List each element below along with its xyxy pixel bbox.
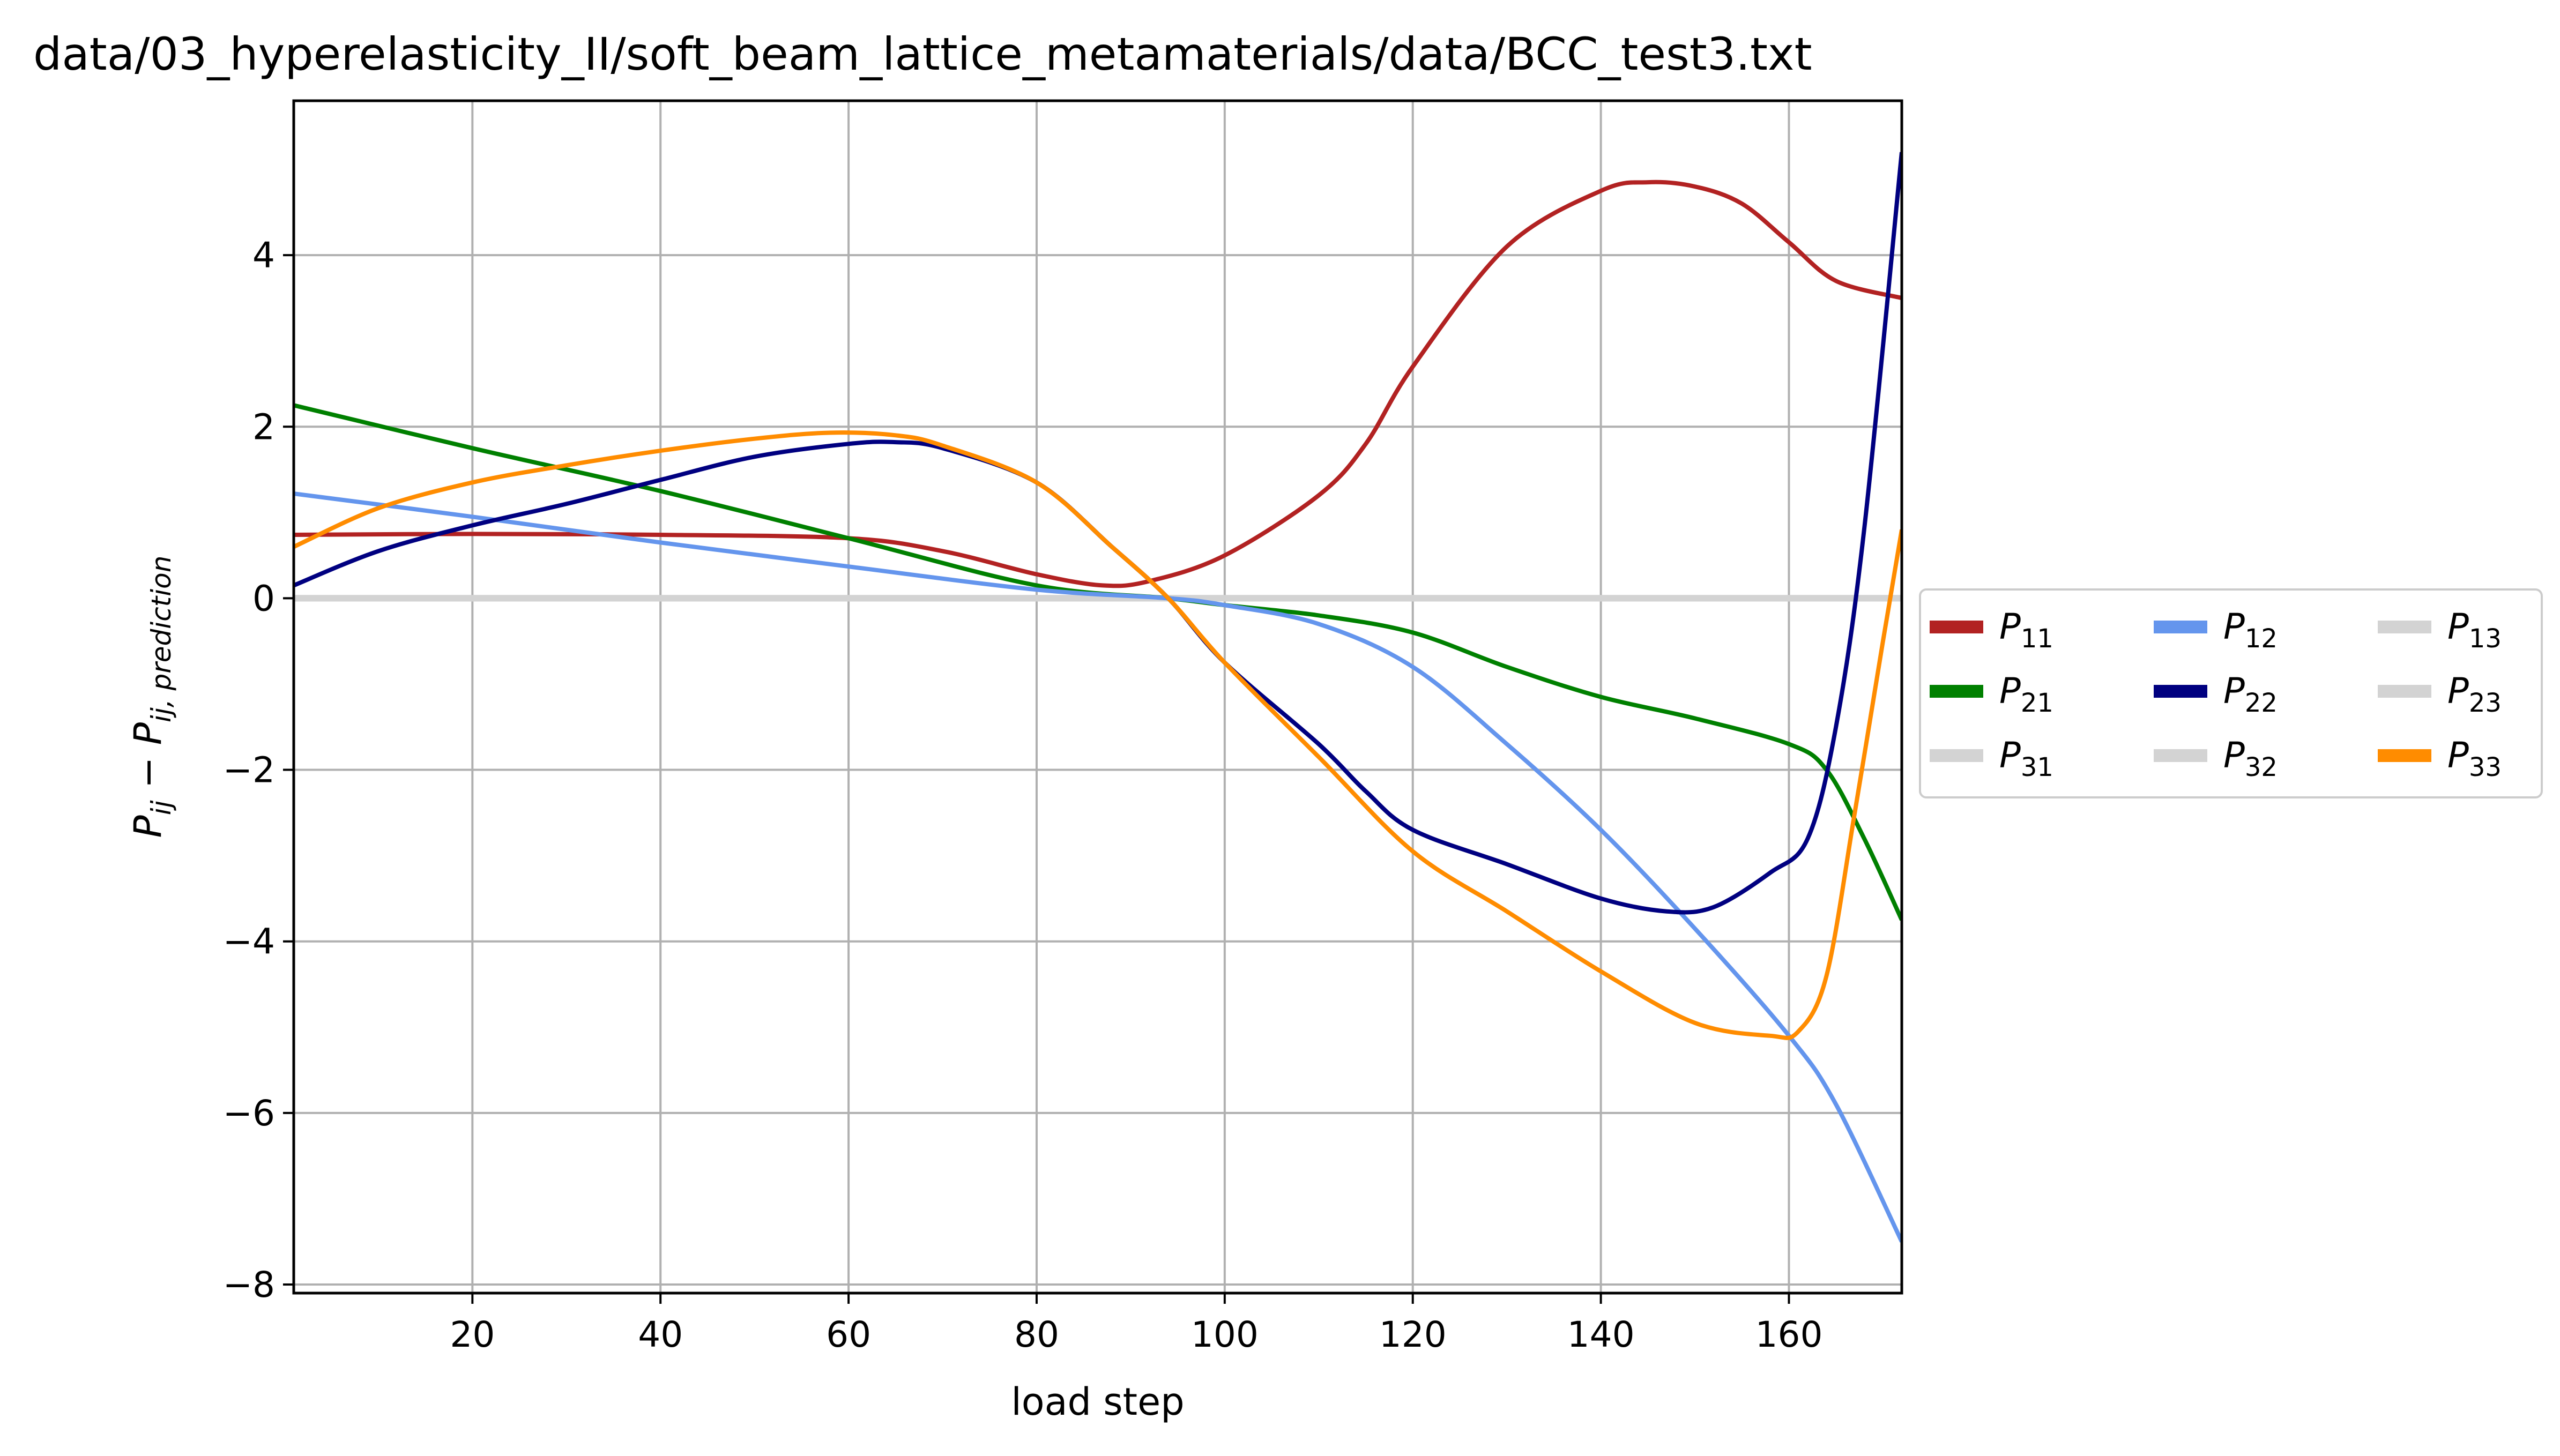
y-label-sub1: ij bbox=[146, 800, 177, 815]
series-line-p33 bbox=[294, 430, 1902, 1040]
y-tick-label: −8 bbox=[223, 1264, 275, 1305]
legend-label-p31: P31 bbox=[1999, 735, 2053, 782]
plot-series bbox=[294, 152, 1902, 1243]
y-tick-label: −4 bbox=[223, 921, 275, 962]
legend: P11 P21 P31 P12 P22 P32 P13 P23 P33 bbox=[1919, 588, 2543, 798]
y-label-minus: − bbox=[126, 745, 170, 800]
series-line-p22 bbox=[294, 152, 1902, 915]
y-tick-label: −2 bbox=[223, 750, 275, 791]
legend-label-p13: P13 bbox=[2447, 606, 2502, 654]
series-line-p12 bbox=[294, 491, 1902, 1243]
chart-title: data/03_hyperelasticity_II/soft_beam_lat… bbox=[33, 28, 1812, 80]
y-label-sub2: ij, prediction bbox=[146, 556, 177, 723]
y-label-p2: P bbox=[126, 722, 170, 745]
plot-area-frame bbox=[292, 99, 1903, 1295]
x-tick-label: 40 bbox=[638, 1314, 683, 1355]
legend-label-p11: P11 bbox=[1999, 606, 2053, 654]
x-tick-label: 120 bbox=[1379, 1314, 1447, 1355]
legend-label-p12: P12 bbox=[2223, 606, 2278, 654]
x-tick-label: 100 bbox=[1191, 1314, 1259, 1355]
legend-label-p21: P21 bbox=[1999, 670, 2053, 718]
x-tick-label: 80 bbox=[1014, 1314, 1059, 1355]
x-tick-label: 60 bbox=[826, 1314, 871, 1355]
y-tick-label: −6 bbox=[223, 1093, 275, 1134]
legend-label-p32: P32 bbox=[2223, 735, 2278, 782]
x-tick-label: 20 bbox=[450, 1314, 495, 1355]
y-axis-label: Pij − Pij, prediction bbox=[126, 556, 177, 838]
x-axis-label: load step bbox=[1011, 1380, 1184, 1424]
y-label-p1: P bbox=[126, 815, 170, 838]
y-tick-label: 0 bbox=[252, 578, 275, 619]
legend-label-p33: P33 bbox=[2447, 735, 2502, 782]
y-tick-label: 2 bbox=[252, 406, 275, 447]
x-tick-label: 140 bbox=[1567, 1314, 1635, 1355]
legend-frame bbox=[1919, 588, 2543, 798]
series-line-p11 bbox=[294, 180, 1902, 588]
grid-lines bbox=[294, 101, 1902, 1293]
y-axis-ticks: −8 −6 −4 −2 0 2 4 bbox=[223, 235, 294, 1305]
x-tick-label: 160 bbox=[1755, 1314, 1822, 1355]
legend-label-p23: P23 bbox=[2447, 670, 2502, 718]
y-tick-label: 4 bbox=[252, 235, 275, 276]
x-axis-ticks: 20 40 60 80 100 120 140 160 bbox=[450, 1293, 1822, 1355]
series-line-p21 bbox=[294, 403, 1902, 921]
legend-label-p22: P22 bbox=[2223, 670, 2278, 718]
